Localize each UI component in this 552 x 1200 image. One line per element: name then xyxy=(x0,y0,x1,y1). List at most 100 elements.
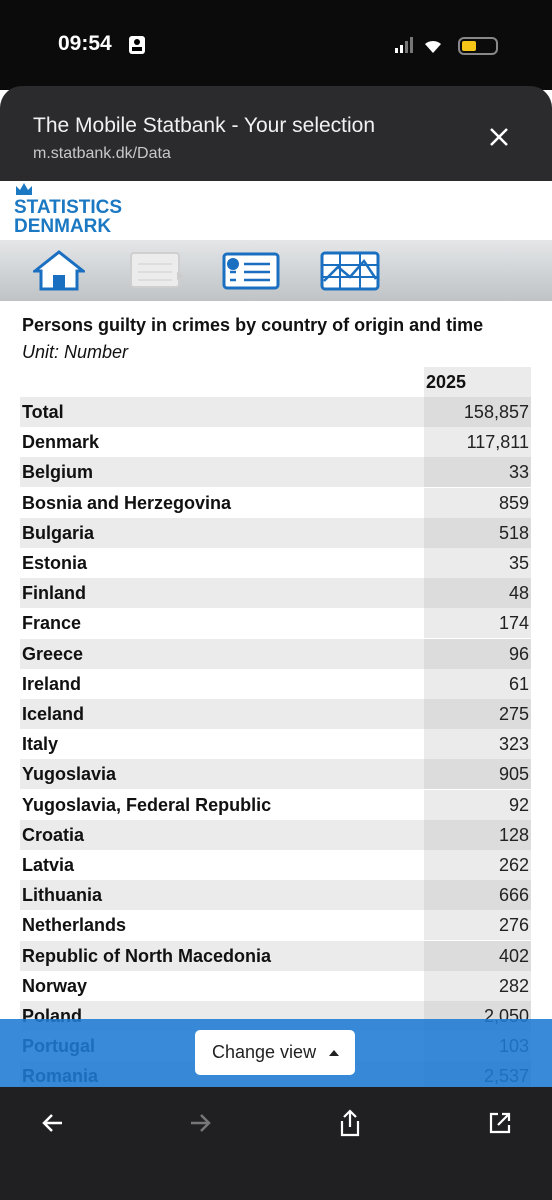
table-row: Estonia 35 xyxy=(20,548,531,578)
toolbar xyxy=(0,240,552,301)
value-cell xyxy=(424,940,531,971)
count-value: 262 xyxy=(498,855,529,875)
time: 09:54 xyxy=(58,32,112,55)
country-name: Bosnia and Herzegovina xyxy=(22,492,232,513)
table-row: Netherlands 276 xyxy=(20,910,531,941)
table-icon[interactable] xyxy=(130,252,186,290)
table-row: Finland 48 xyxy=(20,578,531,609)
table-title: Persons guilty in crimes by country of o… xyxy=(22,315,484,335)
country-name: Latvia xyxy=(22,855,75,875)
status-bar: 09:54 xyxy=(0,0,552,90)
country-name: Croatia xyxy=(22,824,85,845)
count-value: 859 xyxy=(498,492,529,513)
header-cell: 2025 xyxy=(424,367,531,397)
table-unit: Unit: Number xyxy=(22,342,129,362)
logo-line2: DENMARK xyxy=(14,216,112,237)
count-value: 275 xyxy=(498,704,529,724)
value-cell xyxy=(424,517,531,548)
button-label: Change view xyxy=(212,1042,317,1062)
value-cell xyxy=(424,880,531,911)
table-row: Croatia 128 xyxy=(20,819,531,850)
table-row: Latvia 262 xyxy=(20,850,531,880)
home-icon[interactable] xyxy=(33,249,85,291)
share-button[interactable] xyxy=(338,1109,362,1137)
table-row: Belgium 33 xyxy=(20,457,531,488)
year-header: 2025 xyxy=(426,372,467,392)
count-value: 96 xyxy=(508,643,529,664)
country-name: Belgium xyxy=(22,462,94,483)
overlay-bar: Change view xyxy=(0,1019,552,1087)
count-value: 905 xyxy=(498,764,529,785)
country-name: Lithuania xyxy=(22,885,102,906)
table-row: Yugoslavia, Federal Republic 92 xyxy=(20,789,531,820)
table-row: France 174 xyxy=(20,608,531,639)
browser-header: The Mobile Statbank - Your selection m.s… xyxy=(0,86,552,182)
value-cell xyxy=(424,729,531,760)
value-cell xyxy=(424,819,531,850)
count-value: 518 xyxy=(498,522,529,543)
count-value: 158,857 xyxy=(463,402,529,422)
country-name: Denmark xyxy=(22,432,100,453)
count-value: 323 xyxy=(498,734,529,755)
value-cell xyxy=(424,427,531,458)
close-button[interactable] xyxy=(488,126,510,148)
value-cell xyxy=(424,970,531,1001)
country-name: France xyxy=(22,613,82,634)
bottom-nav xyxy=(0,1087,552,1200)
value-cell xyxy=(424,397,531,427)
country-name: Republic of North Macedonia xyxy=(22,945,272,966)
count-value: 174 xyxy=(498,613,529,634)
count-value: 402 xyxy=(498,945,529,966)
page-title: The Mobile Statbank - Your selection xyxy=(33,114,376,137)
change-view-button[interactable]: Change view xyxy=(195,1030,355,1075)
value-cell xyxy=(424,789,531,820)
value-cell xyxy=(424,487,531,518)
back-button[interactable] xyxy=(40,1112,64,1134)
country-name: Bulgaria xyxy=(22,522,95,543)
table-row: Bulgaria 518 xyxy=(20,517,531,548)
country-name: Norway xyxy=(22,975,88,996)
value-cell xyxy=(424,578,531,609)
count-value: 117,811 xyxy=(466,432,529,453)
country-name: Greece xyxy=(22,643,84,664)
table-row: Ireland 61 xyxy=(20,668,531,699)
table-row: Bosnia and Herzegovina 859 xyxy=(20,487,531,518)
select-icon[interactable] xyxy=(222,252,280,290)
count-value: 92 xyxy=(508,794,529,815)
chart-icon[interactable] xyxy=(320,251,380,291)
value-cell xyxy=(424,457,531,488)
country-name: Netherlands xyxy=(22,915,127,936)
value-cell xyxy=(424,548,531,578)
count-value: 48 xyxy=(508,583,529,604)
country-name: Italy xyxy=(22,734,59,755)
table-row: Greece 96 xyxy=(20,638,531,669)
country-name: Yugoslavia, Federal Republic xyxy=(22,794,272,815)
open-external-button[interactable] xyxy=(488,1111,512,1135)
status-icons xyxy=(395,37,498,55)
table-row: Iceland 275 xyxy=(20,699,531,729)
id-icon xyxy=(129,36,145,54)
caret xyxy=(329,1050,339,1056)
value-cell xyxy=(424,850,531,880)
count-value: 282 xyxy=(498,975,529,996)
logo-line1: STATISTICS xyxy=(14,197,123,218)
table-row: Lithuania 666 xyxy=(20,880,531,911)
count-value: 33 xyxy=(508,462,529,483)
count-value: 61 xyxy=(508,673,529,694)
country-name: Estonia xyxy=(22,553,88,573)
crown xyxy=(16,183,32,195)
logo-area: STATISTICS DENMARK xyxy=(0,181,552,241)
value-cell xyxy=(424,638,531,669)
forward-button[interactable] xyxy=(189,1112,213,1134)
count-value: 35 xyxy=(508,553,529,573)
count-value: 666 xyxy=(498,885,529,906)
count-value: 128 xyxy=(498,824,529,845)
table-row: Italy 323 xyxy=(20,729,531,760)
table-row: Republic of North Macedonia 402 xyxy=(20,940,531,971)
table-row: Denmark 117,811 xyxy=(20,427,531,458)
value-cell xyxy=(424,759,531,790)
country-name: Finland xyxy=(22,583,86,604)
url: m.statbank.dk/Data xyxy=(33,145,171,162)
table-row: Yugoslavia 905 xyxy=(20,759,531,790)
